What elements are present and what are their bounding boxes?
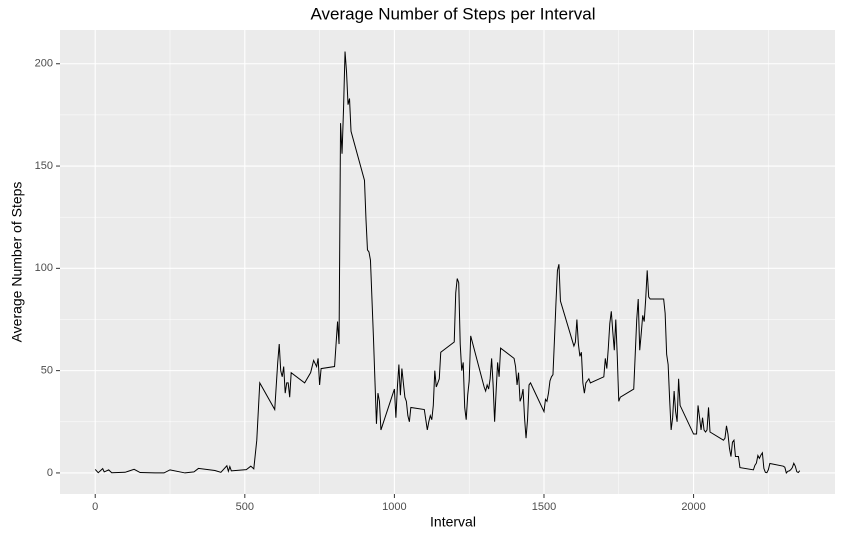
- grid: [60, 30, 835, 494]
- y-axis-title: Average Number of Steps: [9, 182, 25, 343]
- y-tick-label: 100: [35, 262, 53, 274]
- x-tick-label: 0: [92, 501, 98, 513]
- y-tick-label: 200: [35, 58, 53, 70]
- y-tick-label: 0: [47, 467, 53, 479]
- x-axis-title: Interval: [430, 514, 476, 530]
- x-tick-label: 1500: [532, 501, 556, 513]
- y-tick-label: 150: [35, 160, 53, 172]
- x-tick-label: 1000: [382, 501, 406, 513]
- chart-title: Average Number of Steps per Interval: [310, 4, 595, 23]
- marks: [94, 51, 801, 474]
- series-line: [94, 51, 801, 474]
- x-tick-label: 2000: [681, 501, 705, 513]
- x-tick-label: 500: [236, 501, 254, 513]
- y-tick-label: 50: [41, 365, 53, 377]
- panel: [60, 30, 835, 494]
